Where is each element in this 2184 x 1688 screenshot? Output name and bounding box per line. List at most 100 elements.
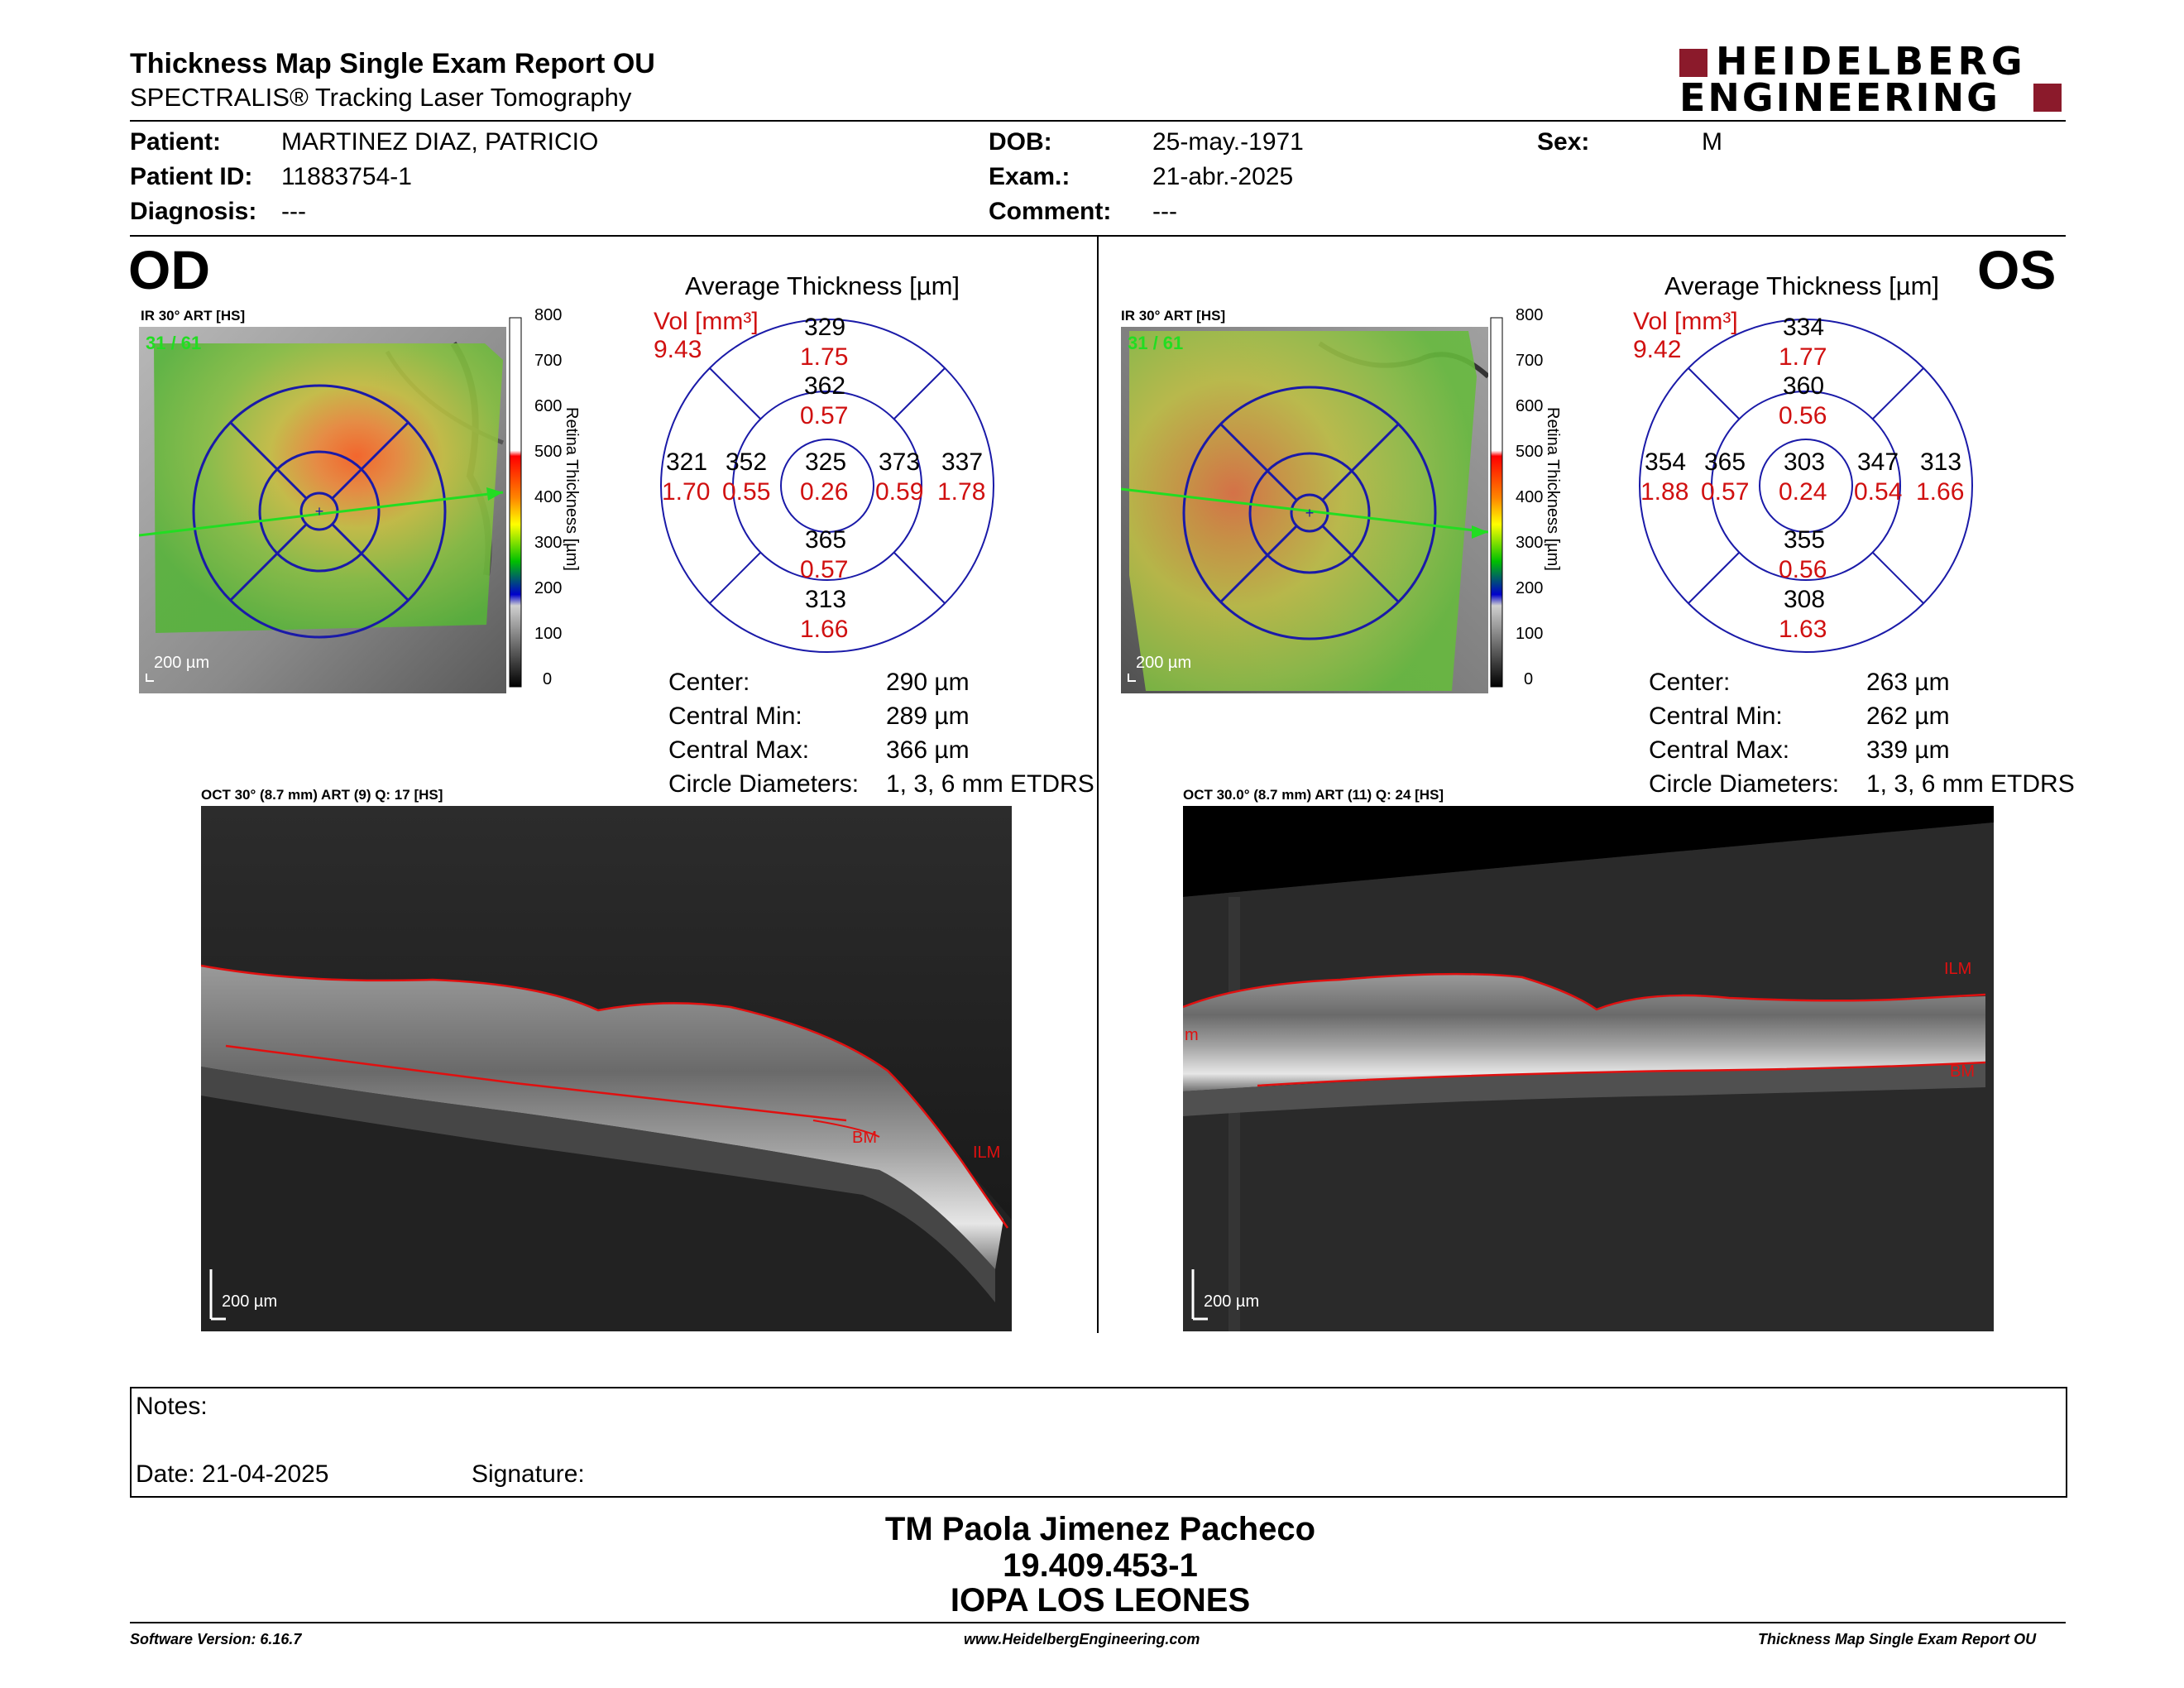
notes-signature: Signature:: [472, 1460, 585, 1488]
os-vol-value: 9.42: [1633, 336, 1682, 363]
od-outer-superior-vol: 1.75: [800, 343, 849, 371]
notes-box[interactable]: [130, 1387, 2067, 1498]
od-colorbar: [508, 316, 624, 688]
os-inner-superior-vol: 0.56: [1779, 402, 1827, 429]
colorbar-tick: 300: [1516, 534, 1544, 552]
colorbar-tick: 800: [1516, 306, 1544, 324]
os-inner-temporal: 365: [1704, 448, 1746, 476]
od-avg-title: Average Thickness [µm]: [685, 271, 960, 300]
os-outer-nasal: 313: [1920, 448, 1962, 476]
colorbar-tick: 800: [534, 306, 563, 324]
od-min-label: Central Min:: [668, 703, 802, 730]
os-outer-inferior-vol: 1.63: [1779, 616, 1827, 643]
os-eye-label: OS: [1977, 239, 2057, 300]
od-inner-temporal-vol: 0.55: [722, 478, 771, 506]
os-ilm-label: ILM: [1944, 960, 1972, 978]
os-grid-values: 334 1.77 360 0.56 354 1.88 365 0.57 303 …: [1638, 314, 1977, 657]
od-max-label: Central Max:: [668, 736, 810, 764]
od-ir-caption: IR 30° ART [HS]: [141, 308, 246, 324]
os-center-value: 263 µm: [1866, 669, 1950, 696]
heidelberg-logo: HEIDELBERG ENGINEERING: [1679, 42, 2068, 120]
od-outer-nasal-vol: 1.78: [937, 478, 986, 506]
patient-value: MARTINEZ DIAZ, PATRICIO: [281, 128, 599, 156]
os-center-vol: 0.24: [1779, 478, 1827, 506]
report-title: Thickness Map Single Exam Report OU: [130, 48, 655, 79]
os-inner-temporal-vol: 0.57: [1701, 478, 1750, 506]
od-colorbar-title: Retina Thickness [µm]: [563, 407, 581, 571]
od-inner-temporal: 352: [726, 448, 768, 476]
os-inner-superior: 360: [1783, 372, 1825, 400]
notes-date: Date: 21-04-2025: [136, 1460, 329, 1488]
software-version: Software Version: 6.16.7: [130, 1631, 302, 1647]
od-outer-inferior: 313: [805, 586, 847, 613]
os-inner-inferior-vol: 0.56: [1779, 556, 1827, 583]
os-outer-temporal: 354: [1645, 448, 1687, 476]
report-subtitle: SPECTRALIS® Tracking Laser Tomography: [130, 83, 632, 112]
od-frame-counter: 31 / 61: [146, 333, 202, 353]
od-eye-label: OD: [128, 239, 210, 300]
od-bm-label: BM: [852, 1129, 877, 1147]
od-center-label: Center:: [668, 669, 750, 696]
os-colorbar: [1489, 316, 1605, 688]
od-oct-caption: OCT 30° (8.7 mm) ART (9) Q: 17 [HS]: [201, 787, 443, 803]
logo-square-icon: [2033, 84, 2062, 112]
os-thickness-map: +: [1120, 327, 1491, 693]
patient-id-label: Patient ID:: [130, 163, 253, 190]
patient-divider: [130, 235, 2066, 237]
comment-value: ---: [1152, 198, 1177, 225]
colorbar-tick: 400: [1516, 488, 1544, 506]
od-vol-label: Vol [mm³]: [654, 308, 759, 335]
colorbar-tick: 700: [1516, 352, 1544, 370]
eye-divider: [1097, 237, 1099, 1333]
od-etdrs-grid: [659, 318, 999, 657]
notes-label: Notes:: [136, 1393, 208, 1420]
os-outer-superior: 334: [1783, 314, 1825, 341]
colorbar-tick: 0: [543, 670, 553, 688]
colorbar-tick: 600: [534, 397, 563, 415]
os-outer-superior-vol: 1.77: [1779, 343, 1827, 371]
os-bm-label: BM: [1950, 1062, 1975, 1081]
od-vol-value: 9.43: [654, 336, 702, 363]
logo-line-1: HEIDELBERG: [1716, 39, 2027, 84]
od-colorbar-ticks: 800 700 600 500 400 300 200 100 0: [534, 306, 584, 688]
od-max-value: 366 µm: [886, 736, 970, 764]
od-inner-superior-vol: 0.57: [800, 402, 849, 429]
signer-rut: 19.409.453-1: [1003, 1547, 1198, 1584]
os-vol-label: Vol [mm³]: [1633, 308, 1738, 335]
od-diam-label: Circle Diameters:: [668, 770, 860, 798]
od-thickness-map: +: [138, 327, 506, 693]
os-max-value: 339 µm: [1866, 736, 1950, 764]
diagnosis-value: ---: [281, 198, 306, 225]
comment-label: Comment:: [989, 198, 1112, 225]
patient-label: Patient:: [130, 128, 222, 156]
colorbar-tick: 500: [1516, 443, 1544, 461]
od-inner-inferior-vol: 0.57: [800, 556, 849, 583]
os-outer-nasal-vol: 1.66: [1916, 478, 1965, 506]
od-grid-values: 329 1.75 362 0.57 321 1.70 352 0.55 325 …: [659, 314, 999, 657]
colorbar-tick: 600: [1516, 397, 1544, 415]
svg-text:+: +: [315, 503, 324, 520]
od-inner-superior: 362: [804, 372, 846, 400]
signer-institution: IOPA LOS LEONES: [950, 1582, 1251, 1618]
os-left-marker: m: [1185, 1026, 1199, 1044]
od-outer-temporal: 321: [666, 448, 708, 476]
od-center: 325: [805, 448, 847, 476]
os-etdrs-grid: [1638, 318, 1977, 657]
od-scale-bar-icon: [146, 674, 154, 682]
od-min-value: 289 µm: [886, 703, 970, 730]
sex-value: M: [1702, 128, 1722, 156]
colorbar-tick: 100: [534, 625, 563, 643]
signer-name: TM Paola Jimenez Pacheco: [884, 1511, 1316, 1547]
logo-line-2: ENGINEERING: [1679, 75, 2000, 120]
colorbar-tick: 0: [1524, 670, 1534, 688]
os-center: 303: [1784, 448, 1826, 476]
header-divider: [130, 120, 2066, 122]
od-center-vol: 0.26: [800, 478, 849, 506]
colorbar-tick: 700: [534, 352, 563, 370]
od-oct-scale: 200 µm: [222, 1292, 278, 1311]
os-center-label: Center:: [1649, 669, 1731, 696]
os-colorbar-title: Retina Thickness [µm]: [1544, 407, 1562, 571]
website-link[interactable]: www.HeidelbergEngineering.com: [964, 1631, 1200, 1647]
exam-label: Exam.:: [989, 163, 1070, 190]
os-colorbar-ticks: 800 700 600 500 400 300 200 100 0: [1516, 306, 1565, 688]
